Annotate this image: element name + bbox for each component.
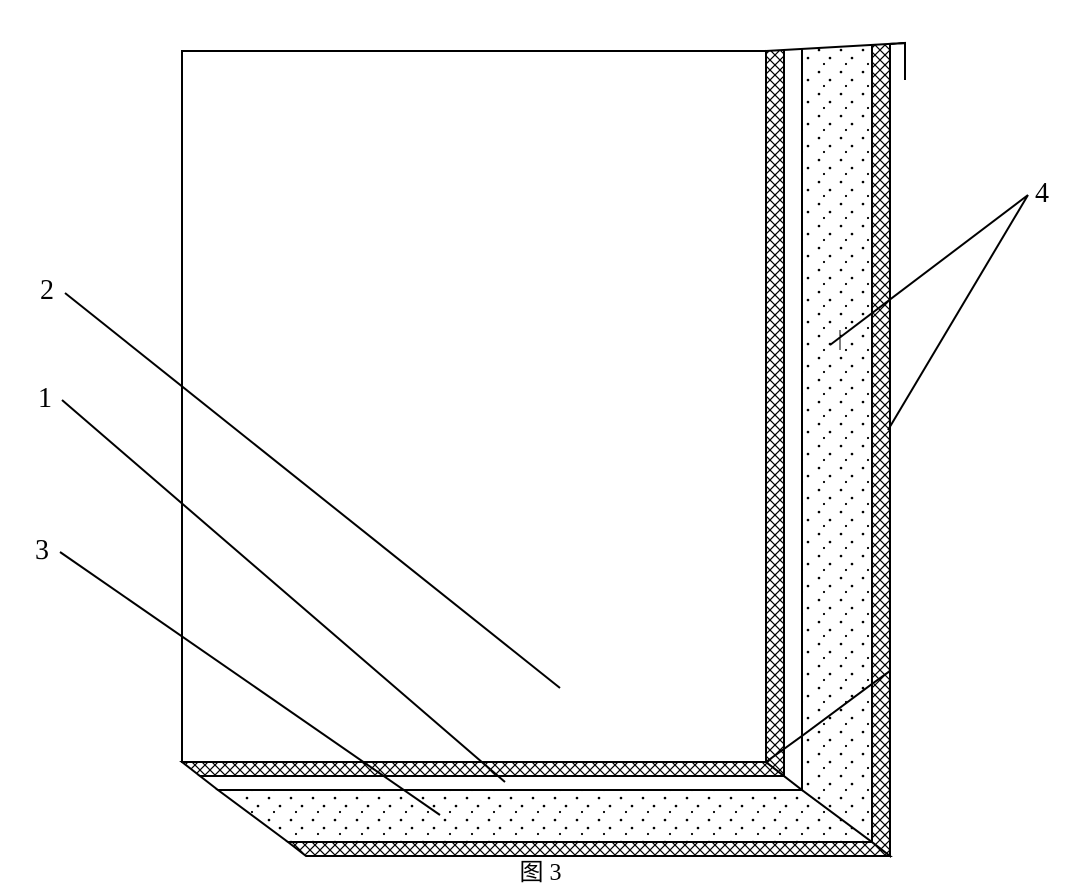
corner-d: [872, 671, 890, 856]
label-1: 1: [38, 383, 52, 415]
side-c2: [802, 0, 872, 736]
label-4: 4: [1035, 178, 1049, 210]
label-2: 2: [40, 275, 54, 307]
side-a: [766, 38, 784, 762]
label-3: 3: [35, 535, 49, 567]
figure-caption: 图 3: [520, 852, 562, 887]
diagram-svg: [0, 0, 1081, 895]
side-b: [784, 25, 802, 749]
bottom-c: [218, 790, 872, 842]
side-d: [872, 0, 890, 684]
front-face: [182, 51, 766, 762]
bottom-d: [288, 842, 890, 856]
leader-4b: [888, 195, 1028, 430]
diagram-container: 2 1 3 4 图 3: [0, 0, 1081, 895]
